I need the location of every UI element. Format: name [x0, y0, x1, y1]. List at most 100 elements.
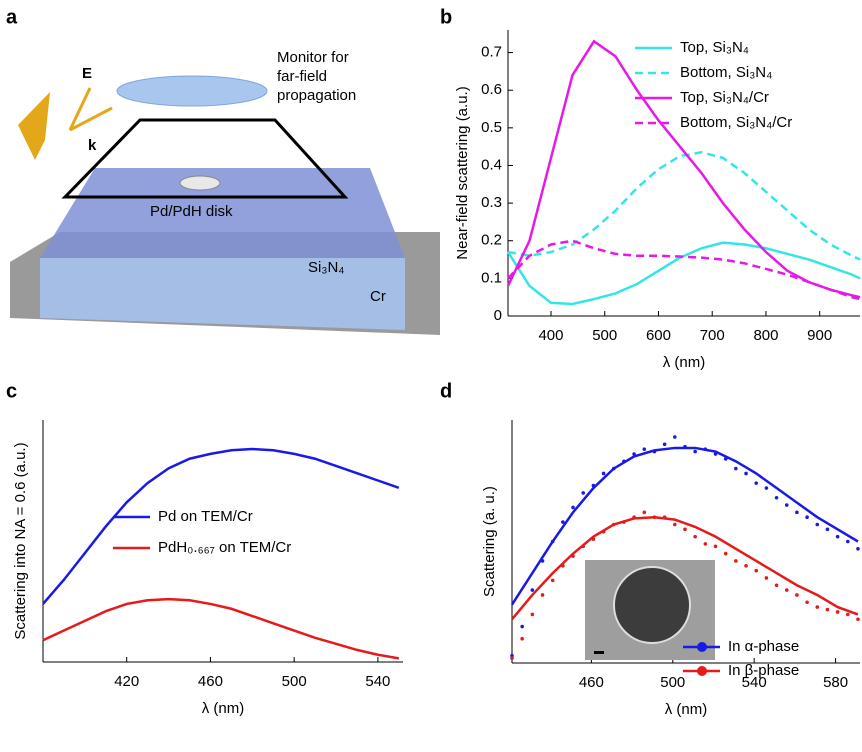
label: far-field: [277, 68, 327, 85]
label: Si₃N₄: [308, 259, 344, 276]
panel-label: b: [440, 6, 452, 28]
x-tick-label: 600: [646, 327, 671, 344]
line: [42, 597, 400, 660]
legend-label: Bottom, Si₃N₄/Cr: [680, 114, 792, 131]
point: [856, 617, 860, 622]
y-tick-label: 0.6: [481, 81, 502, 98]
point: [642, 510, 647, 515]
lens: [116, 75, 268, 107]
point: [561, 520, 565, 524]
disk: [179, 175, 221, 191]
y-tick-label: 0.1: [481, 269, 502, 286]
label: Pd/PdH disk: [150, 203, 233, 220]
line: [506, 241, 861, 306]
legend-dot: [697, 666, 707, 676]
x-tick-label: 800: [753, 327, 778, 344]
point: [520, 624, 524, 629]
x-tick-label: 460: [579, 674, 604, 691]
x-tick-label: 900: [807, 327, 832, 344]
point: [774, 495, 779, 500]
point: [703, 542, 708, 546]
point: [845, 539, 850, 544]
x-axis-label: λ (nm): [663, 354, 706, 371]
point: [795, 593, 799, 597]
legend-label: Top, Si₃N₄: [680, 39, 749, 56]
wave: [18, 92, 50, 160]
point: [734, 559, 738, 563]
point: [673, 435, 677, 439]
y-axis-label: Scattering (a. u.): [481, 486, 498, 597]
point: [510, 656, 514, 660]
point: [642, 447, 647, 451]
point: [805, 600, 809, 605]
label: Cr: [370, 288, 386, 305]
label: E: [82, 65, 92, 82]
point: [754, 481, 759, 485]
illustration: E k Monitor for far-field propagation Pd…: [10, 49, 440, 335]
x-tick-label: 460: [198, 673, 223, 690]
point: [805, 515, 809, 519]
x-tick-label: 420: [114, 673, 139, 690]
y-tick-label: 0.2: [481, 232, 502, 249]
y-tick-label: 0: [494, 307, 502, 324]
scale-bar: [594, 651, 604, 654]
point: [784, 503, 789, 507]
y-tick-label: 0.4: [481, 156, 502, 173]
point: [581, 491, 586, 495]
point: [754, 568, 759, 573]
panel-label: d: [440, 380, 452, 402]
legend-label: PdH₀.₆₆₇ on TEM/Cr: [158, 539, 291, 556]
monitor: [61, 118, 349, 199]
legend-label: Bottom, Si₃N₄: [680, 64, 772, 81]
film-edge: [40, 258, 405, 330]
k-arrow: [69, 106, 113, 132]
point: [845, 612, 850, 617]
y-axis-label: Near-field scattering (a.u.): [454, 86, 471, 259]
point: [540, 593, 545, 597]
point: [734, 466, 738, 471]
line: [42, 447, 400, 605]
fit-line: [510, 446, 859, 606]
point: [713, 544, 718, 549]
legend-label: Pd on TEM/Cr: [158, 508, 253, 525]
line: [506, 39, 861, 299]
point: [571, 505, 575, 510]
x-tick-label: 700: [700, 327, 725, 344]
fit-line: [511, 515, 859, 621]
legend-dot: [697, 642, 707, 652]
y-tick-label: 0.7: [481, 44, 502, 61]
x-tick-label: 580: [823, 674, 848, 691]
label: Monitor for: [277, 49, 349, 66]
point: [530, 588, 535, 592]
point: [530, 612, 535, 617]
label: k: [88, 137, 97, 154]
line: [507, 239, 861, 301]
point: [662, 442, 667, 447]
point: [723, 551, 728, 556]
inset-particle: [613, 566, 691, 644]
point: [825, 607, 830, 612]
point: [693, 534, 697, 539]
point: [744, 564, 748, 568]
point: [815, 522, 820, 527]
point: [774, 583, 779, 588]
y-axis-label: Scattering into NA = 0.6 (a.u.): [12, 442, 29, 639]
point: [815, 605, 820, 609]
panel-label: c: [6, 380, 17, 402]
point: [601, 471, 606, 476]
point: [673, 522, 677, 527]
point: [784, 588, 789, 592]
legend-label: Top, Si₃N₄/Cr: [680, 89, 769, 106]
label: propagation: [277, 87, 356, 104]
legend-label: In α-phase: [728, 638, 799, 655]
point: [683, 527, 687, 532]
y-tick-label: 0.3: [481, 194, 502, 211]
point: [835, 534, 840, 539]
e-arrow: [68, 87, 92, 131]
x-axis-label: λ (nm): [665, 701, 708, 718]
point: [744, 471, 748, 476]
y-tick-label: 0.5: [481, 119, 502, 136]
point: [856, 546, 860, 551]
x-tick-label: 500: [592, 327, 617, 344]
